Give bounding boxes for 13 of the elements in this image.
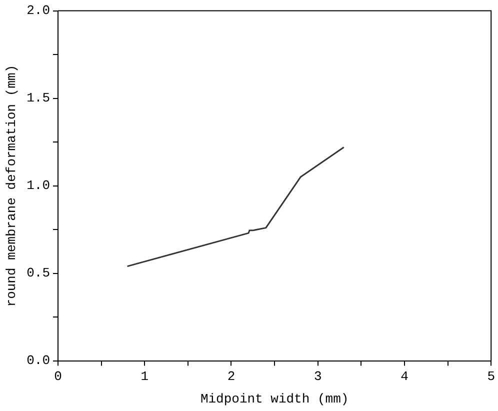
x-tick-label: 5 [487,369,496,384]
y-tick-label: 1.0 [26,178,50,194]
text: 0.0 [26,353,50,368]
y-tick-label: 2.0 [26,3,50,18]
x-tick-label: 4 [400,369,409,384]
x-tick-label: 3 [314,369,322,384]
y-tick-label: 1.5 [26,90,50,106]
x-tick-label: 0 [54,369,62,384]
y-tick-label: 0.5 [26,266,50,281]
x-tick-label: 2 [227,369,236,384]
x-axis-title: Midpoint width (mm) [200,392,349,407]
x-tick-label: 1 [140,369,149,384]
y-axis-title: round membrane deformation (mm) [4,64,20,307]
